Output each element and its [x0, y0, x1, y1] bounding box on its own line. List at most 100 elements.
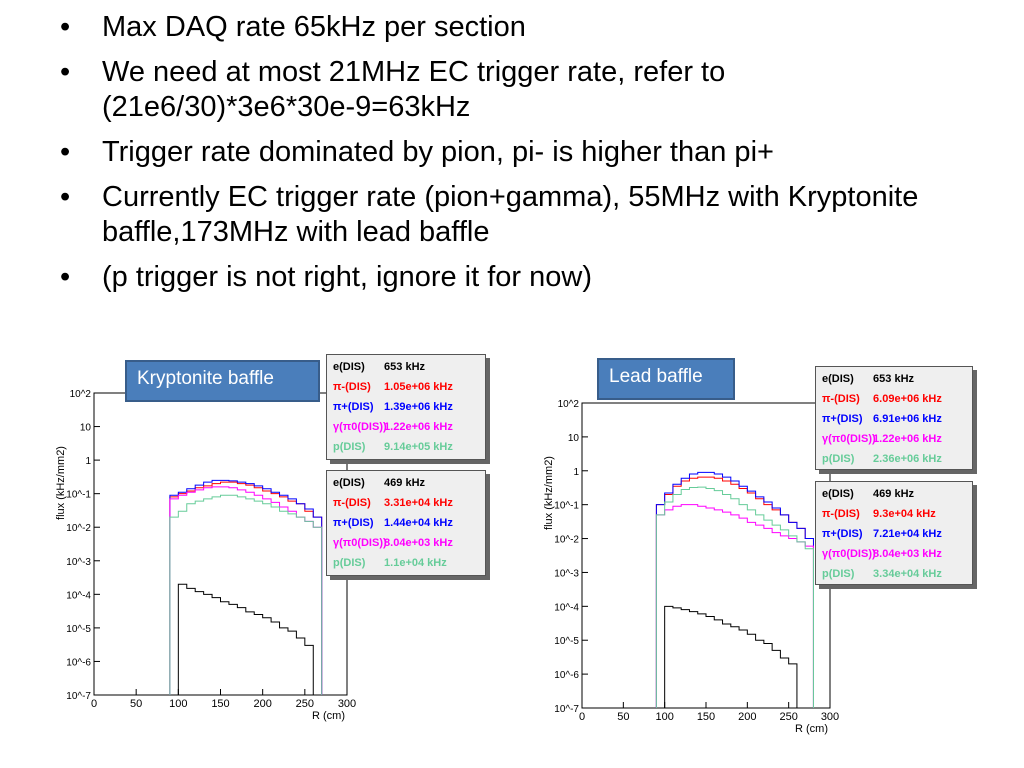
x-tick-label: 200 — [738, 711, 756, 723]
legend-name: p(DIS) — [333, 557, 366, 569]
series-line — [655, 471, 814, 708]
x-tick-label: 100 — [169, 698, 187, 710]
series-line — [169, 494, 323, 695]
legend-value: 1.44e+04 kHz — [381, 517, 453, 529]
y-tick-label: 10^-2 — [554, 535, 579, 546]
y-tick-label: 10^-3 — [554, 568, 579, 579]
bullet-list: • Max DAQ rate 65kHz per section • We need… — [58, 10, 978, 305]
legend-name: γ(π0(DIS)) — [822, 548, 876, 560]
series-line — [177, 583, 314, 695]
legend-value: 6.91e+06 kHz — [870, 413, 942, 425]
legend-value: 653 kHz — [381, 361, 426, 373]
legend-name: π+(DIS) — [822, 413, 863, 425]
legend-row: γ(π0(DIS)) 8.04e+03 kHz — [333, 533, 479, 553]
x-tick-label: 250 — [296, 698, 314, 710]
series-line — [655, 486, 814, 708]
legend-name: π-(DIS) — [822, 508, 860, 520]
legend-name: e(DIS) — [822, 373, 854, 385]
legend-name: p(DIS) — [822, 568, 855, 580]
y-tick-label: 10^-7 — [554, 704, 579, 715]
bullet-text: Trigger rate dominated by pion, pi- is h… — [102, 136, 774, 168]
x-tick-label: 150 — [211, 698, 229, 710]
legend-row: p(DIS) 2.36e+06 kHz — [822, 449, 966, 469]
legend-name: p(DIS) — [333, 441, 366, 453]
y-tick-label: 10^-5 — [554, 636, 579, 647]
legend-value: 8.04e+03 kHz — [381, 537, 453, 549]
plot-frame — [581, 402, 831, 709]
y-axis-label: flux (kHz/mm2) — [543, 456, 555, 530]
x-tick-label: 0 — [91, 698, 97, 710]
legend-row: γ(π0(DIS)) 1.22e+06 kHz — [333, 417, 479, 437]
legend-value: 1.22e+06 kHz — [870, 433, 942, 445]
plot-frame — [93, 392, 348, 696]
kryptonite-baffle-label: Kryptonite baffle — [125, 360, 320, 402]
x-tick-label: 0 — [579, 711, 585, 723]
legend-row: e(DIS) 469 kHz — [822, 484, 966, 504]
x-tick-label: 200 — [253, 698, 271, 710]
y-tick-label: 10^-7 — [66, 691, 91, 702]
legend-name: p(DIS) — [822, 453, 855, 465]
legend-row: γ(π0(DIS)) 8.04e+03 kHz — [822, 544, 966, 564]
legend-name: γ(π0(DIS)) — [333, 421, 387, 433]
legend-value: 1.1e+04 kHz — [381, 557, 447, 569]
legend-value: 7.21e+04 kHz — [870, 528, 942, 540]
y-tick-label: 10^-1 — [66, 490, 91, 501]
y-tick-label: 10^-1 — [554, 501, 579, 512]
legend-value: 8.04e+03 kHz — [870, 548, 942, 560]
legend-right-top: e(DIS) 653 kHz π-(DIS) 6.09e+06 kHz π+(DIS… — [815, 366, 973, 470]
y-tick-label: 10 — [80, 423, 92, 434]
legend-name: π-(DIS) — [822, 393, 860, 405]
legend-left-top: e(DIS) 653 kHz π-(DIS) 1.05e+06 kHz π+(DIS… — [326, 354, 486, 460]
series-line — [655, 476, 814, 708]
legend-row: π-(DIS) 6.09e+06 kHz — [822, 389, 966, 409]
y-tick-label: 10^-4 — [554, 602, 579, 613]
series-line — [664, 605, 798, 708]
legend-row: p(DIS) 9.14e+05 kHz — [333, 437, 479, 457]
legend-name: π+(DIS) — [333, 517, 374, 529]
legend-row: π+(DIS) 7.21e+04 kHz — [822, 524, 966, 544]
legend-row: π-(DIS) 3.31e+04 kHz — [333, 493, 479, 513]
bullet-item: • Currently EC trigger rate (pion+gamma),… — [60, 181, 919, 248]
legend-name: e(DIS) — [333, 361, 365, 373]
y-tick-label: 10^2 — [70, 389, 92, 400]
legend-name: e(DIS) — [333, 477, 365, 489]
legend-value: 9.14e+05 kHz — [381, 441, 453, 453]
legend-name: π-(DIS) — [333, 381, 371, 393]
legend-right-bottom: e(DIS) 469 kHz π-(DIS) 9.3e+04 kHz π+(DIS)… — [815, 481, 973, 585]
x-tick-label: 300 — [821, 711, 839, 723]
y-tick-label: 10^2 — [558, 399, 580, 410]
bullet-text: Max DAQ rate 65kHz per section — [102, 11, 526, 43]
legend-row: p(DIS) 3.34e+04 kHz — [822, 564, 966, 584]
legend-row: γ(π0(DIS)) 1.22e+06 kHz — [822, 429, 966, 449]
legend-value: 1.22e+06 kHz — [381, 421, 453, 433]
legend-value: 6.09e+06 kHz — [870, 393, 942, 405]
y-tick-label: 1 — [573, 467, 579, 478]
legend-name: π-(DIS) — [333, 497, 371, 509]
legend-row: π+(DIS) 1.44e+04 kHz — [333, 513, 479, 533]
legend-left-bottom: e(DIS) 469 kHz π-(DIS) 3.31e+04 kHz π+(DIS… — [326, 470, 486, 576]
legend-name: γ(π0(DIS)) — [333, 537, 387, 549]
flux-plot-lead: 0 50 100 150 200 250 300 10^-7 10^-6 10^-5 10^-4 10… — [540, 393, 840, 736]
legend-row: e(DIS) 653 kHz — [333, 357, 479, 377]
legend-value: 3.31e+04 kHz — [381, 497, 453, 509]
x-tick-label: 150 — [697, 711, 715, 723]
y-tick-label: 10^-4 — [66, 590, 91, 601]
x-axis-label: R (cm) — [312, 710, 345, 722]
bullet-item: • (p trigger is not right, ignore it for … — [60, 261, 592, 293]
legend-row: e(DIS) 653 kHz — [822, 369, 966, 389]
y-tick-label: 10^-3 — [66, 557, 91, 568]
legend-row: π+(DIS) 6.91e+06 kHz — [822, 409, 966, 429]
flux-plot-kryptonite: 0 50 100 150 200 250 300 10^-7 10^-6 10^-5 10^-4 10… — [52, 383, 357, 723]
x-axis-label: R (cm) — [795, 723, 828, 735]
series-line — [655, 504, 814, 708]
y-tick-label: 10^-5 — [66, 624, 91, 635]
y-tick-label: 10^-6 — [66, 657, 91, 668]
y-axis-label: flux (kHz/mm2) — [55, 446, 67, 520]
x-tick-label: 300 — [338, 698, 356, 710]
series-line — [169, 486, 323, 695]
bullet-text: Currently EC trigger rate (pion+gamma), … — [102, 181, 919, 248]
legend-value: 469 kHz — [870, 488, 915, 500]
lead-baffle-label: Lead baffle — [597, 358, 735, 400]
y-tick-label: 1 — [85, 456, 91, 467]
legend-name: π+(DIS) — [822, 528, 863, 540]
